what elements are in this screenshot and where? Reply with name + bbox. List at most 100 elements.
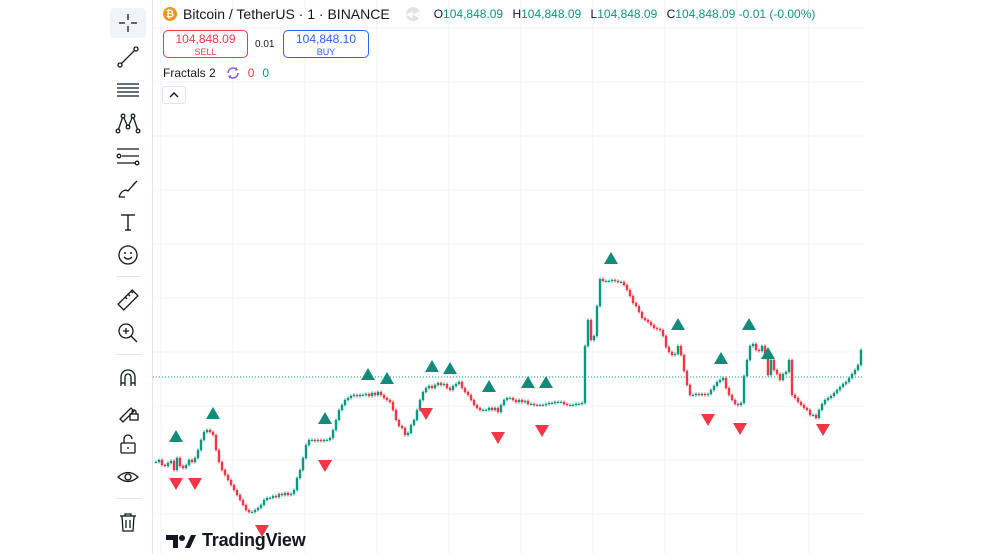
candle-body [754,344,758,350]
candle-body [586,320,590,346]
candle-body [553,402,557,403]
horizontal-lines-icon[interactable] [110,75,146,105]
candle-body [229,480,233,485]
fractal-up-arrow [443,362,457,374]
bitcoin-logo-icon: ₿ [163,7,177,21]
indicator-legend[interactable]: Fractals 2 0 0 [163,66,269,80]
candle-body [457,382,461,384]
collapse-legend-button[interactable] [162,86,186,104]
candle-body [502,400,506,405]
candle-body [193,458,197,462]
candle-body [562,402,566,404]
loading-icon [226,66,240,80]
candle-body [745,360,749,376]
candle-body [391,402,395,410]
candle-body [415,410,419,420]
candle-body [706,394,710,395]
candle-body [478,408,482,410]
lock-drawing-icon[interactable] [110,396,146,426]
buy-button[interactable]: 104,848.10 BUY [283,30,369,58]
candle-body [244,505,248,510]
candle-body [325,440,329,441]
candle-body [181,466,185,468]
ruler-icon[interactable] [110,285,146,315]
text-icon[interactable] [110,207,146,237]
unlock-icon[interactable] [110,429,146,459]
eye-icon[interactable] [110,462,146,492]
candle-body [319,440,323,441]
candle-body [298,470,302,478]
back-icon[interactable]: ◀◀ [405,7,420,21]
candle-body [631,296,635,303]
price-chart[interactable] [153,0,864,554]
candle-body [550,403,554,404]
crosshair-icon[interactable] [110,8,146,38]
candle-body [412,420,416,425]
candle-body [538,405,542,406]
candle-body [217,450,221,462]
fib-retracement-icon[interactable] [110,141,146,171]
fractal-up-arrow [169,430,183,442]
candle-body [601,279,605,281]
chart-grid [153,0,864,554]
emoji-icon[interactable] [110,240,146,270]
candle-body [529,404,533,405]
candle-body [292,490,296,494]
fractal-up-arrow [318,412,332,424]
candle-body [556,402,560,403]
candle-body [373,393,377,395]
candle-body [418,400,422,410]
candle-body [763,346,767,358]
candle-body [154,462,158,463]
candle-body [757,350,761,351]
candle-body [331,430,335,438]
candle-body [520,400,524,402]
fractal-up-arrow [206,407,220,419]
trend-line-icon[interactable] [110,42,146,72]
candle-body [247,510,251,512]
candle-body [511,398,515,400]
symbol-title[interactable]: Bitcoin / TetherUS · 1 · BINANCE [183,6,390,22]
fractal-up-arrow [425,360,439,372]
candle-body [475,405,479,408]
candle-body [583,346,587,403]
brush-icon[interactable] [110,174,146,204]
pattern-icon[interactable] [110,108,146,138]
candle-body [808,410,812,415]
candle-body [691,395,695,396]
candle-body [394,410,398,420]
candle-body [712,386,716,390]
candle-body [805,408,809,410]
sell-button[interactable]: 104,848.09 SELL [163,30,248,58]
fractal-down-arrow [535,425,549,437]
candle-body [265,498,269,500]
candle-body [421,392,425,400]
magnet-icon[interactable] [110,363,146,393]
candle-body [739,403,743,405]
candle-body [613,280,617,281]
candle-body [469,395,473,400]
candle-body [235,490,239,495]
candle-body [730,395,734,400]
candle-body [340,405,344,410]
zoom-in-icon[interactable] [110,318,146,348]
candle-body [514,400,518,402]
candle-body [187,460,191,465]
candle-body [664,336,668,347]
candle-body [487,408,491,410]
fractal-up-markers [169,252,775,442]
candle-body [184,465,188,468]
candle-body [388,400,392,402]
candle-body [673,354,677,355]
candle-body [352,395,356,396]
candle-body [718,380,722,382]
trash-icon[interactable] [110,507,146,537]
candle-body [256,508,260,510]
candle-body [793,395,797,398]
candle-body [574,404,578,405]
spread-value: 0.01 [255,39,275,50]
candle-body [505,398,509,400]
candle-body [208,430,212,432]
candle-body [451,386,455,390]
fractal-up-arrow [742,318,756,330]
